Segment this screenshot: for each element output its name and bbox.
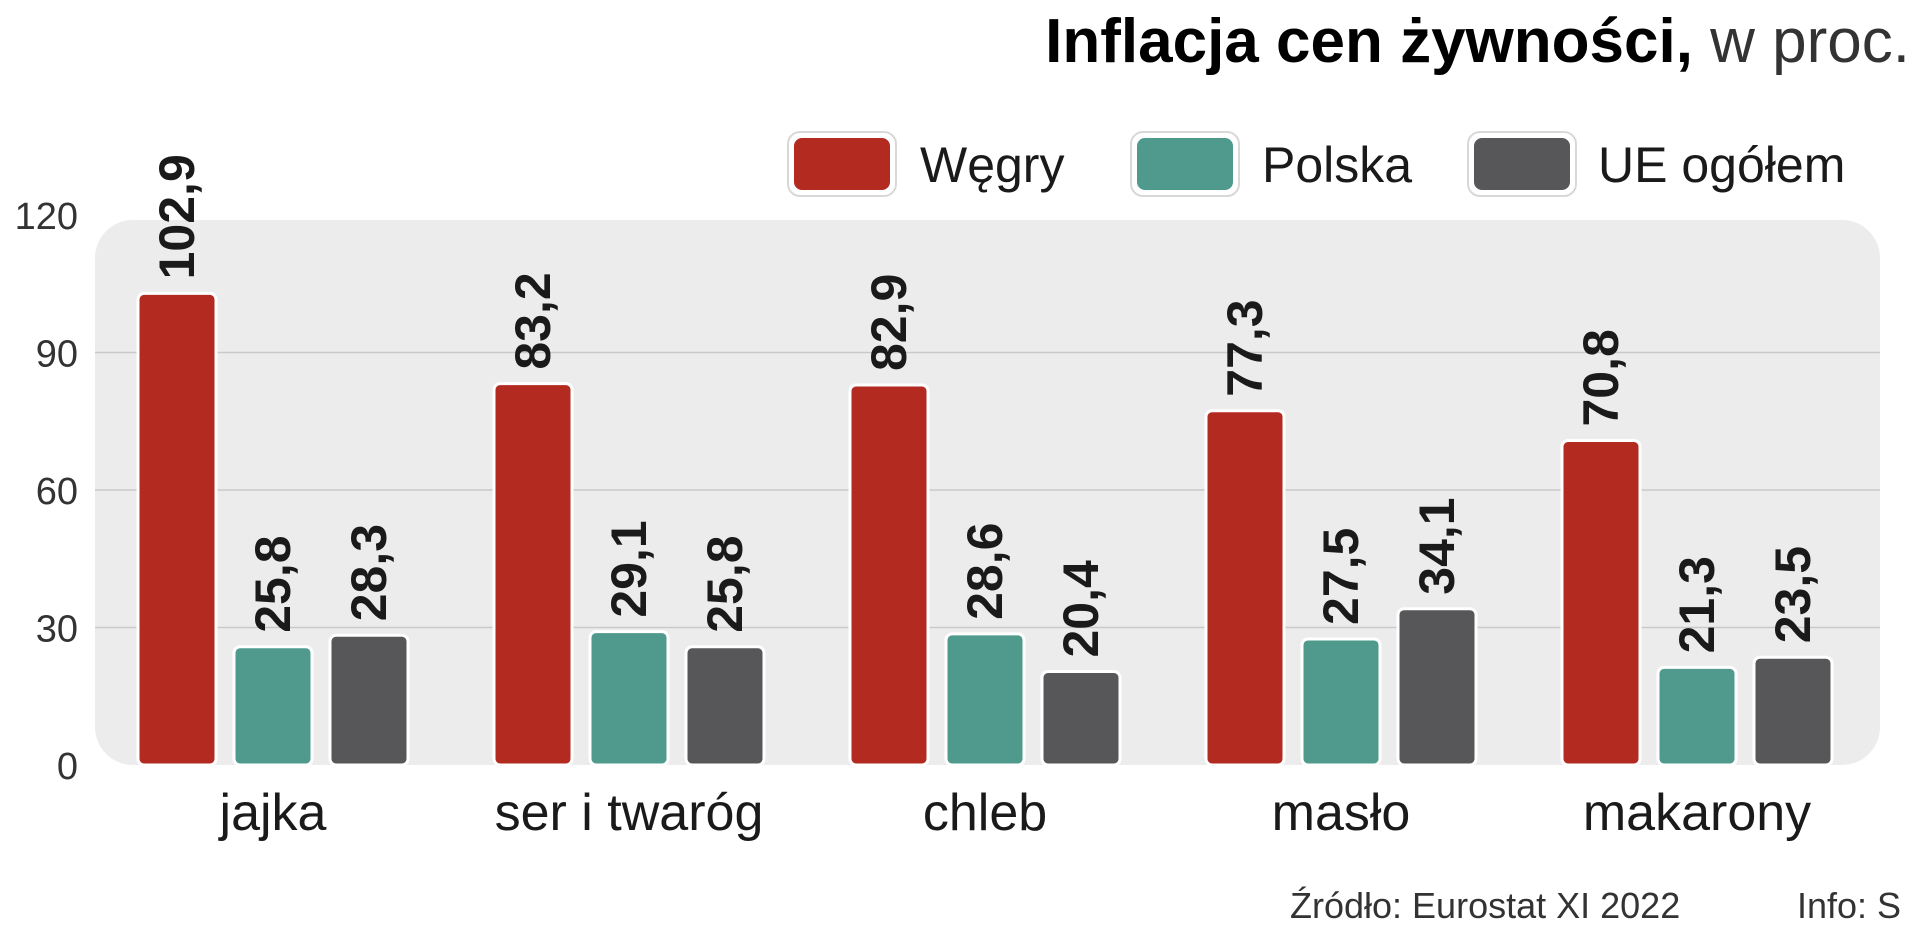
category-label: makarony xyxy=(1583,784,1811,842)
y-tick-label: 60 xyxy=(36,471,78,513)
bar xyxy=(136,291,218,767)
value-label: 82,9 xyxy=(861,274,917,371)
bar xyxy=(1040,670,1122,767)
y-tick-label: 120 xyxy=(15,196,78,238)
bar xyxy=(1752,655,1834,767)
value-label: 77,3 xyxy=(1217,299,1273,396)
category-label: ser i twaróg xyxy=(495,784,764,842)
category-label: chleb xyxy=(923,784,1047,842)
legend-label: Węgry xyxy=(920,137,1064,193)
category-label: jajka xyxy=(218,784,327,842)
y-axis: 0 30 60 90 120 xyxy=(15,196,78,788)
y-tick-label: 90 xyxy=(36,334,78,376)
bar xyxy=(588,630,670,767)
legend: Węgry Polska UE ogółem xyxy=(787,131,1845,197)
chart-title-unit: w proc. xyxy=(1693,7,1910,76)
value-label: 20,4 xyxy=(1053,560,1109,658)
legend-swatch xyxy=(790,134,894,194)
bar xyxy=(1396,607,1478,767)
value-labels: 102,9 25,8 28,3 83,2 29,1 25,8 82,9 28,6 20,4 77,… xyxy=(149,154,1821,657)
legend-swatch-border xyxy=(1130,131,1240,197)
value-label: 83,2 xyxy=(505,272,561,369)
value-label: 34,1 xyxy=(1409,497,1465,594)
legend-swatch-border xyxy=(787,131,897,197)
y-tick-label: 0 xyxy=(57,746,78,788)
bar xyxy=(1204,409,1286,767)
legend-label: UE ogółem xyxy=(1598,137,1845,193)
value-label: 21,3 xyxy=(1669,556,1725,653)
legend-swatch xyxy=(1470,134,1574,194)
bar xyxy=(232,645,314,767)
value-label: 25,8 xyxy=(245,535,301,632)
bar xyxy=(1300,637,1382,767)
bars xyxy=(136,291,1834,767)
legend-swatch xyxy=(1133,134,1237,194)
value-label: 102,9 xyxy=(149,154,205,279)
legend-swatch-border xyxy=(1467,131,1577,197)
chart-title-bold: Inflacja cen żywności, xyxy=(1045,7,1693,76)
bar xyxy=(848,383,930,767)
value-label: 28,6 xyxy=(957,523,1013,620)
category-label: masło xyxy=(1272,784,1411,842)
value-label: 23,5 xyxy=(1765,546,1821,643)
value-label: 70,8 xyxy=(1573,329,1629,426)
bar xyxy=(684,645,766,767)
value-label: 27,5 xyxy=(1313,528,1369,625)
value-label: 25,8 xyxy=(697,535,753,632)
y-tick-label: 30 xyxy=(36,609,78,651)
info-note: Info: S xyxy=(1797,885,1901,926)
value-label: 28,3 xyxy=(341,524,397,621)
bar xyxy=(944,632,1026,767)
chart-title: Inflacja cen żywności, w proc. xyxy=(1045,7,1910,76)
value-label: 29,1 xyxy=(601,520,657,617)
bar xyxy=(492,382,574,767)
x-axis: jajka ser i twaróg chleb masło makarony xyxy=(218,784,1812,842)
bar xyxy=(1560,439,1642,767)
bar xyxy=(328,633,410,767)
legend-label: Polska xyxy=(1262,137,1412,193)
source-note: Źródło: Eurostat XI 2022 xyxy=(1290,885,1680,926)
bar xyxy=(1656,665,1738,767)
